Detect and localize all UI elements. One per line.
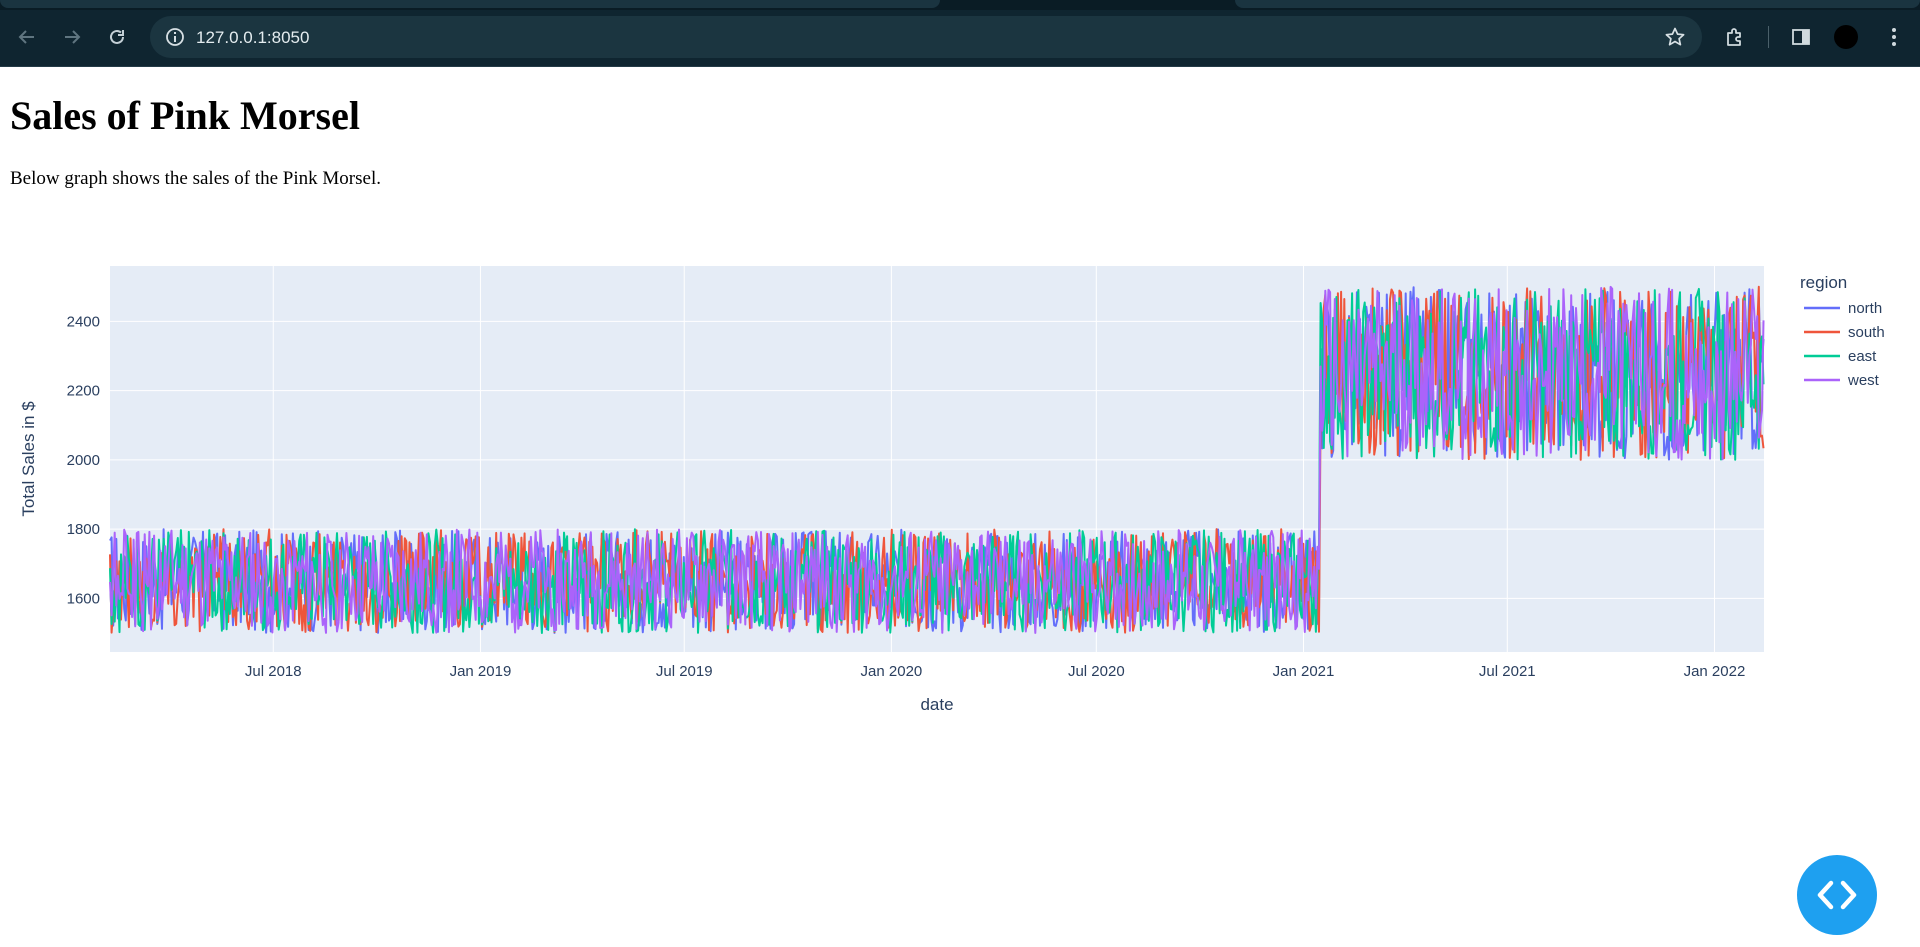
- y-tick-label: 2400: [67, 313, 100, 330]
- reload-icon: [110, 29, 124, 44]
- series-line-west[interactable]: [109, 285, 1765, 634]
- forward-button[interactable]: [55, 20, 89, 54]
- profile-avatar[interactable]: [1834, 25, 1858, 49]
- x-tick-label: Jan 2021: [1273, 663, 1335, 680]
- browser-tab[interactable]: [0, 0, 940, 8]
- tab-strip: [0, 0, 1920, 10]
- x-tick-label: Jul 2019: [656, 663, 713, 680]
- y-tick-label: 2000: [67, 452, 100, 469]
- back-button[interactable]: [10, 20, 44, 54]
- y-axis-label: Total Sales in $: [19, 401, 38, 517]
- star-icon[interactable]: [1664, 26, 1686, 48]
- address-bar[interactable]: 127.0.0.1:8050: [150, 16, 1702, 58]
- y-tick-label: 1600: [67, 590, 100, 607]
- devtools-toggle-button[interactable]: [1797, 855, 1877, 935]
- arrow-right-icon: [65, 30, 81, 44]
- x-tick-label: Jul 2021: [1479, 663, 1536, 680]
- x-axis-ticks: Jul 2018 Jan 2019 Jul 2019 Jan 2020 Jul 2020…: [245, 663, 1745, 680]
- x-tick-label: Jul 2020: [1068, 663, 1125, 680]
- kebab-menu-icon: [1892, 28, 1896, 46]
- legend-item-north[interactable]: north: [1848, 300, 1882, 317]
- legend-item-west[interactable]: west: [1847, 372, 1880, 389]
- series-layer: [109, 285, 1765, 634]
- x-tick-label: Jan 2022: [1684, 663, 1746, 680]
- legend-item-south[interactable]: south: [1848, 324, 1885, 341]
- y-axis-ticks: 1600 1800 2000 2200 2400: [67, 313, 100, 607]
- chart-legend[interactable]: region north south east west: [1800, 273, 1885, 389]
- info-icon[interactable]: [164, 26, 186, 48]
- browser-menu-button[interactable]: [1878, 21, 1910, 53]
- x-tick-label: Jan 2019: [450, 663, 512, 680]
- url-text[interactable]: 127.0.0.1:8050: [196, 28, 310, 47]
- page-description: Below graph shows the sales of the Pink …: [10, 168, 381, 189]
- code-icon: [1817, 880, 1857, 910]
- side-panel-button[interactable]: [1785, 21, 1817, 53]
- browser-toolbar: 127.0.0.1:8050: [0, 0, 1920, 67]
- y-tick-label: 1800: [67, 521, 100, 538]
- x-tick-label: Jan 2020: [861, 663, 923, 680]
- y-tick-label: 2200: [67, 383, 100, 400]
- toolbar-separator: [1768, 26, 1769, 48]
- legend-title: region: [1800, 273, 1847, 292]
- reload-button[interactable]: [100, 20, 134, 54]
- sales-line-chart[interactable]: Jul 2018 Jan 2019 Jul 2019 Jan 2020 Jul 2020…: [0, 250, 1920, 720]
- puzzle-icon: [1727, 28, 1741, 46]
- side-panel-icon: [1792, 29, 1810, 45]
- x-tick-label: Jul 2018: [245, 663, 302, 680]
- page-title: Sales of Pink Morsel: [10, 93, 360, 138]
- extensions-button[interactable]: [1719, 21, 1751, 53]
- browser-tab[interactable]: [1235, 0, 1920, 8]
- arrow-left-icon: [18, 30, 34, 44]
- legend-item-east[interactable]: east: [1848, 348, 1877, 365]
- x-axis-label: date: [920, 695, 953, 714]
